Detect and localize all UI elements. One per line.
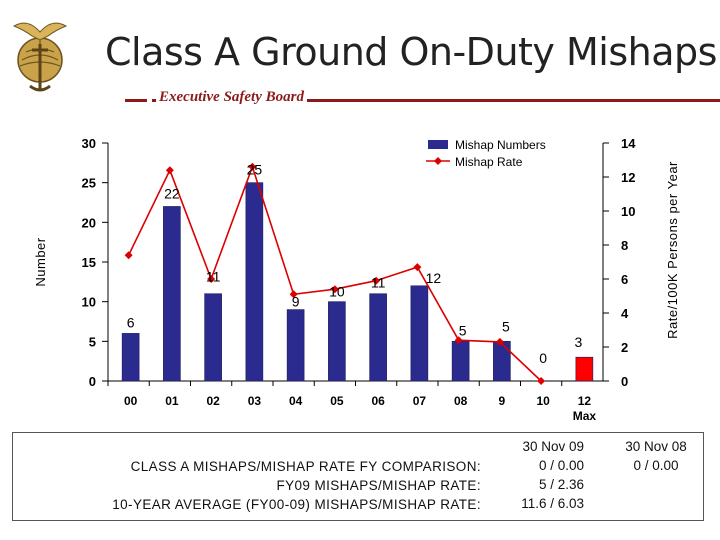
y-right-tick-label: 10 — [621, 204, 635, 219]
bar-mishap-numbers — [245, 182, 264, 382]
bar-mishap-numbers — [328, 301, 346, 382]
y-right-tick-label: 6 — [621, 272, 628, 287]
x-tick-label: 00 — [124, 394, 138, 408]
y-left-tick-label: 5 — [89, 334, 96, 349]
x-tick-label: 02 — [206, 394, 220, 408]
x-tick-label: 10 — [536, 394, 550, 408]
fy09-column: 30 Nov 09 0 / 0.00 5 / 2.36 11.6 / 6.03 — [492, 437, 584, 513]
bar-data-label: 25 — [247, 162, 263, 178]
bar-data-label: 12 — [426, 270, 442, 286]
line-point-mishap-rate — [330, 285, 339, 294]
fy08-header: 30 Nov 08 — [625, 439, 687, 454]
line-point-mishap-rate — [207, 275, 216, 283]
fy08-current-value: 0 / 0.00 — [633, 458, 679, 473]
legend-label-mishap-rate: Mishap Rate — [455, 155, 523, 169]
x-tick-label: 01 — [165, 394, 179, 408]
bar-data-label: 3 — [574, 334, 582, 350]
bar-mishap-numbers — [493, 341, 511, 382]
bar-data-label: 10 — [329, 284, 345, 300]
subtitle: Executive Safety Board — [156, 89, 307, 106]
x-tick-label: 05 — [330, 394, 344, 408]
x-tick-label: 9 — [499, 394, 506, 408]
line-point-mishap-rate — [495, 337, 504, 346]
line-point-mishap-rate — [537, 377, 546, 385]
y-right-tick-label: 8 — [621, 238, 628, 253]
bar-data-label: 5 — [459, 322, 467, 338]
y-right-tick-label: 2 — [621, 340, 628, 355]
bar-data-label: 22 — [164, 185, 180, 201]
y-right-axis-title: Rate/100K Persons per Year — [665, 161, 680, 339]
bar-mishap-numbers — [575, 356, 594, 382]
bar-data-label: 6 — [127, 314, 135, 330]
bar-mishap-numbers — [204, 293, 222, 382]
bar-mishap-numbers — [451, 341, 470, 382]
title-rule — [152, 99, 720, 102]
line-point-mishap-rate — [372, 276, 381, 285]
y-left-tick-label: 20 — [82, 215, 96, 230]
x-tick-label: 12 — [578, 394, 592, 408]
line-point-mishap-rate — [289, 290, 298, 299]
y-left-tick-label: 0 — [89, 374, 96, 389]
x-tick-label: 03 — [248, 394, 262, 408]
y-right-tick-label: 12 — [621, 170, 635, 185]
y-left-axis-title: Number — [33, 237, 48, 286]
line-point-mishap-rate — [248, 162, 257, 171]
ten-year-average-value: 11.6 / 6.03 — [521, 496, 584, 511]
legend-swatch-mishap-rate-marker — [434, 157, 442, 165]
line-point-mishap-rate — [454, 336, 463, 345]
bar-data-label: 0 — [539, 350, 547, 366]
comparison-label-fy09: FY09 MISHAPS/MISHAP RATE: — [276, 478, 481, 493]
x-tick-label: 08 — [454, 394, 468, 408]
page-title: Class A Ground On-Duty Mishaps — [105, 30, 717, 74]
legend-label-mishap-numbers: Mishap Numbers — [455, 138, 546, 152]
line-point-mishap-rate — [165, 166, 174, 175]
bar-mishap-numbers — [163, 206, 181, 382]
title-rule-left — [125, 99, 147, 102]
bar-data-label: 11 — [371, 275, 386, 291]
y-right-tick-label: 4 — [621, 306, 629, 321]
bar-mishap-numbers — [369, 293, 387, 382]
comparison-label-heading: CLASS A MISHAPS/MISHAP RATE FY COMPARISO… — [130, 459, 481, 474]
line-point-mishap-rate — [124, 251, 133, 260]
x-tick-label: 06 — [371, 394, 385, 408]
y-left-tick-label: 15 — [82, 255, 96, 270]
bar-data-label: 11 — [206, 269, 221, 285]
fy09-current-value: 0 / 0.00 — [538, 458, 584, 473]
bar-mishap-numbers — [121, 333, 140, 382]
comparison-labels: CLASS A MISHAPS/MISHAP RATE FY COMPARISO… — [112, 457, 481, 514]
x-tick-label: 07 — [413, 394, 427, 408]
bar-data-label: 5 — [502, 318, 510, 334]
y-left-tick-label: 25 — [82, 176, 96, 191]
y-left-tick-label: 10 — [82, 295, 96, 310]
comparison-label-average: 10-YEAR AVERAGE (FY00-09) MISHAPS/MISHAP… — [112, 497, 481, 512]
fy09-total-value: 5 / 2.36 — [538, 477, 584, 492]
line-point-mishap-rate — [413, 263, 422, 272]
bar-mishap-numbers — [286, 309, 305, 382]
comparison-box — [12, 432, 704, 521]
x-tick-sublabel: Max — [573, 409, 597, 423]
x-tick-label: 04 — [289, 394, 303, 408]
y-left-tick-label: 30 — [82, 136, 96, 151]
fy08-column: 30 Nov 08 0 / 0.00 — [600, 437, 712, 475]
legend-swatch-mishap-numbers — [428, 140, 448, 149]
fy09-header: 30 Nov 09 — [522, 439, 584, 454]
bar-data-label: 9 — [292, 294, 300, 310]
y-right-tick-label: 14 — [621, 136, 636, 151]
y-right-tick-label: 0 — [621, 374, 628, 389]
emblem-logo — [12, 22, 68, 92]
bar-mishap-numbers — [410, 285, 429, 382]
